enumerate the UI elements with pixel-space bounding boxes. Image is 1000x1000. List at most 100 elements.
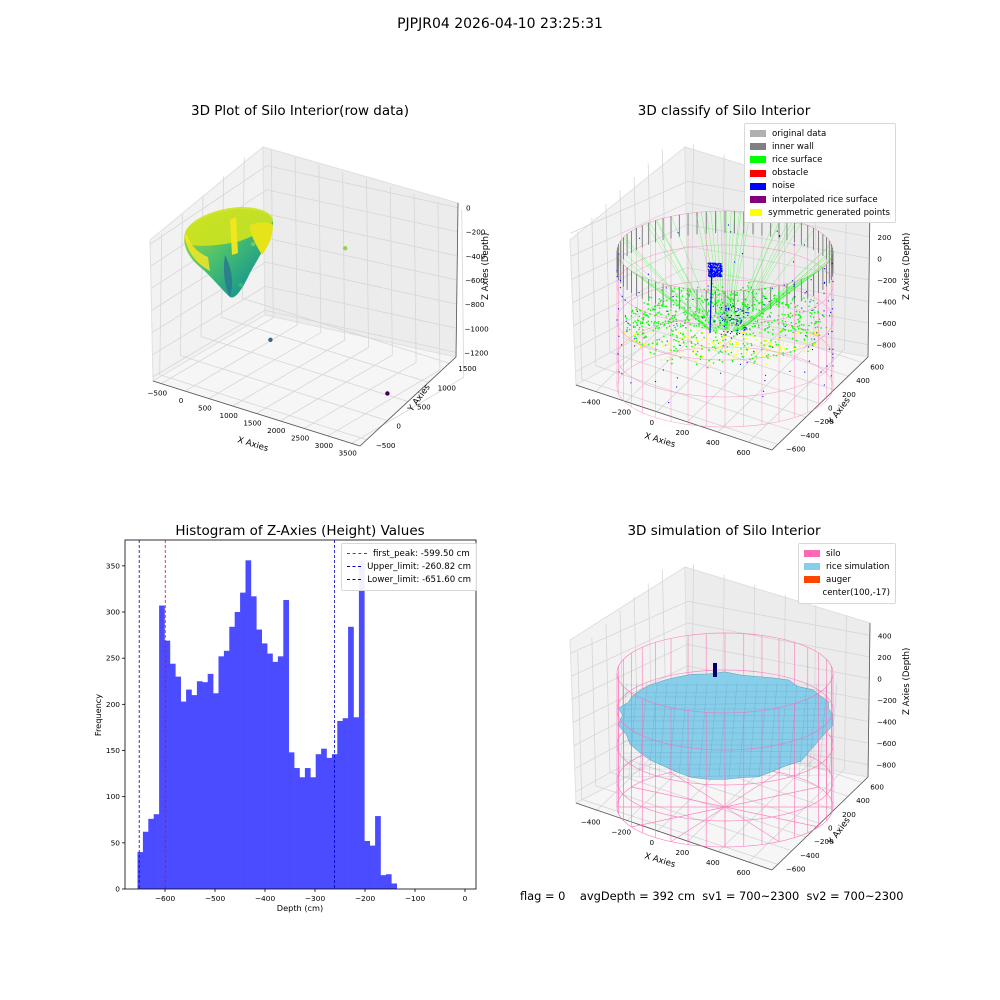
histogram-bar [321,748,327,889]
histogram-bar [261,643,268,889]
panel3-x-tick: −400 [255,894,276,903]
histogram-bar [348,626,354,889]
panel1-y-tick: 1500 [458,364,477,373]
panel4-z-tick: −800 [876,761,896,770]
figure-title: PJPJR04 2026-04-10 23:25:31 [397,16,603,32]
panel2-y-tick: 600 [870,363,884,372]
legend-line-swatch [347,553,367,555]
outlier-point [268,337,273,343]
legend-item: auger [804,573,890,586]
histogram-bar [169,663,176,889]
panel4-zlabel: Z Axies (Depth) [902,648,912,715]
legend-swatch [804,550,820,558]
outlier-point [385,391,390,396]
panel1-x-tick: 3000 [315,441,334,450]
legend-line-swatch [347,579,362,581]
histogram-bar [277,656,284,889]
panel3-y-tick: 100 [106,792,120,801]
panel2-y-tick: −400 [800,431,820,440]
panel3-title: Histogram of Z-Axies (Height) Values [175,523,425,539]
panel2-x-tick: 400 [706,438,720,447]
panel4-x-tick: 600 [737,868,751,877]
status-footer: flag = 0 avgDepth = 392 cm sv1 = 700~230… [520,889,904,903]
panel1-z-tick: 0 [466,204,471,213]
legend-label: Lower_limit: -651.60 cm [367,574,471,585]
histogram-bar [299,777,306,889]
legend-item: noise [750,180,890,193]
panel4-x-tick: 0 [649,838,654,847]
histogram-bar [304,768,311,889]
panel1-z-tick: −1200 [464,348,489,357]
histogram-bar [213,693,219,889]
histogram-bar [256,629,262,889]
panel3-y-tick: 50 [111,838,121,847]
histogram-bar [186,689,192,889]
legend-item: obstacle [750,167,890,180]
auger-marker [713,663,717,677]
histogram-bar [159,605,165,889]
panel3-x-tick: −100 [405,894,426,903]
silo-point-cloud [184,207,274,298]
panel1-y-tick: −500 [376,441,396,450]
histogram-bar [245,560,252,889]
legend-label: center(100,-17) [822,588,890,599]
panel3-legend: first_peak: -599.50 cm Upper_limit: -260.… [341,543,477,591]
histogram-bar [283,600,289,889]
histogram-bar [234,612,241,889]
panel3-x-tick: −600 [155,894,176,903]
panel2-x-tick: −200 [611,408,631,417]
panel3-y-tick: 350 [106,561,120,570]
panel2-y-tick: 200 [842,390,856,399]
panel4-y-tick: 400 [856,796,870,805]
panel1-z-tick: −600 [465,276,485,285]
panel1-x-tick: 2500 [291,433,310,442]
outlier-point [250,241,256,247]
histogram-bar [250,596,257,889]
panel2-xlabel: X Axies [643,431,677,450]
legend-label: silo [826,548,841,559]
outlier-point [238,282,243,288]
legend-swatch [804,576,820,584]
legend-label: interpolated rice surface [772,194,878,205]
histogram-bar [358,560,365,889]
panel2-x-tick: 600 [737,448,751,457]
histogram-bar [229,626,235,889]
panel4-z-tick: −200 [877,696,897,705]
panel4-x-tick: −200 [611,828,631,837]
panel2-z-tick: 0 [877,254,882,263]
histogram-bar [180,701,187,889]
legend-swatch [750,143,766,151]
histogram-bar [267,653,273,889]
legend-item: silo [804,547,890,560]
legend-item: center(100,-17) [804,587,890,600]
legend-label: inner wall [772,141,814,152]
histogram-bar [153,814,160,889]
legend-label: auger [826,574,851,585]
legend-label: noise [772,181,795,192]
panel1-x-tick: 500 [198,404,212,413]
panel2-legend: original data inner wall rice surface obsta… [744,123,896,224]
panel4-x-tick: 200 [675,848,689,857]
panel1-x-tick: 0 [179,396,184,405]
legend-swatch [750,209,763,217]
legend-label: rice simulation [826,561,890,572]
panel2-y-tick: 0 [828,404,833,413]
panel2-x-tick: 0 [649,418,654,427]
histogram-bar [175,676,181,889]
histogram-bar [342,718,349,889]
panel3-ylabel: Frequency [93,694,103,736]
panel1-z-tick: −800 [465,300,485,309]
legend-line-swatch [347,566,362,568]
panel1-z-tick: −400 [465,252,485,261]
histogram-bar [310,777,316,889]
panel4-y-tick: −400 [800,851,820,860]
panel3-xlabel: Depth (cm) [277,903,323,913]
panel3-y-tick: 300 [106,608,120,617]
panel1-x-tick: 1000 [220,411,239,420]
panel3-y-tick: 250 [106,654,120,663]
legend-label: rice surface [772,154,823,165]
panel2-x-tick: 200 [675,428,689,437]
histogram-bar [364,840,370,889]
histogram-bar [148,818,154,889]
